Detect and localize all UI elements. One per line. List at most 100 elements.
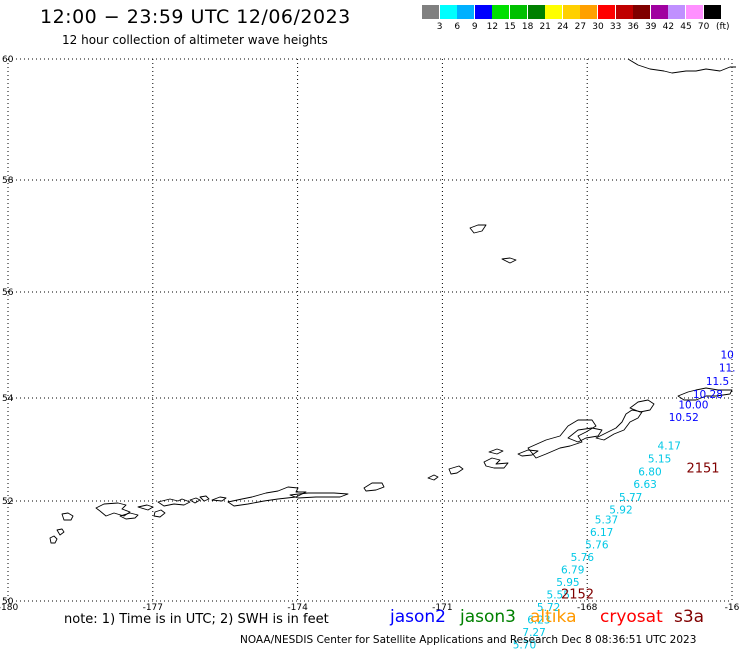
coastline-segment [595,409,643,441]
coastline-segment [469,224,487,234]
colorbar-swatch [474,5,492,19]
colorbar-label: 12 [486,22,499,32]
colorbar-swatch [615,5,633,19]
colorbar-swatch [650,5,668,19]
coastline-segment [627,58,736,74]
colorbar-label: 21 [539,22,551,32]
map-grid [7,58,733,602]
lon-tick-label: -16 [725,603,740,613]
lon-tick-label: -177 [143,603,163,613]
wave-height-value: 11.5 [706,376,729,388]
colorbar-unit: (ft) [716,22,730,32]
colorbar-label: 3 [436,22,443,32]
colorbar-label: 6 [454,22,461,32]
colorbar-label: 18 [521,22,534,32]
colorbar-label: 39 [645,22,657,32]
colorbar-swatch [510,5,527,19]
pass-time-label: 2151 [686,462,719,477]
colorbar-label: 36 [627,22,639,32]
colorbar-swatch [457,5,475,19]
coastline-segment [211,496,227,502]
lat-tick-label: 56 [2,288,14,298]
coastline-segment [189,497,201,504]
colorbar-label: 27 [574,22,587,32]
colorbar-label: 24 [557,22,569,32]
wave-height-value: 10.00 [678,399,708,411]
wave-height-value: 6.23 [527,615,550,627]
pass-time-label: 2152 [561,588,594,603]
wave-height-value: 5.76 [585,540,609,552]
footer-note: note: 1) Time is in UTC; 2) SWH is in fe… [64,612,329,627]
colorbar-label: 33 [609,22,622,32]
wave-height-value: 10.52 [669,412,699,424]
colorbar-swatch [439,5,457,19]
coastline-segment [448,465,464,475]
wave-height-value: 6.80 [638,466,661,478]
colorbar-swatch [633,5,651,19]
sat-legend-jason3: jason3 [460,607,516,627]
wave-height-value: 5.77 [619,492,642,504]
colorbar-label: 42 [662,22,675,32]
lon-tick-label: -168 [577,603,598,613]
wave-height-value: 5.76 [571,552,595,564]
coastline-segment [527,419,597,459]
coastline-segment [61,512,74,521]
colorbar-swatch [598,5,615,19]
lat-tick-label: 54 [2,394,14,404]
lat-tick-label: 52 [2,497,13,507]
wave-height-value: 4.17 [658,441,681,453]
wave-height-value: 6.63 [633,479,656,491]
coastline-segment [227,486,307,507]
coastline-segment [677,387,733,401]
wave-height-value: 5.92 [609,505,632,517]
wave-height-value: 6.79 [561,565,584,577]
colorbar-swatch [562,5,580,19]
wave-height-value: 10 [720,349,733,361]
coastline-segment [567,427,603,443]
colorbar-label: 15 [504,22,516,32]
wave-height-value: 5.37 [595,515,618,527]
colorbar-swatch [686,5,703,19]
coastline-segment [517,449,539,457]
colorbar-swatch [492,5,510,19]
coastline-segment [157,498,191,507]
wave-height-value: 5.55 [547,590,570,602]
coastline-segment [153,509,166,518]
coastline-segment [289,492,349,499]
wave-height-value: 5.95 [556,577,579,589]
coastline-segment [119,512,139,520]
wave-height-value: 5.15 [648,453,671,465]
sat-legend-cryosat: cryosat [600,607,663,627]
lon-tick-label: -174 [287,603,308,613]
colorbar-swatch [703,5,721,19]
coastline-segment [501,257,517,264]
colorbar-swatch [545,5,563,19]
colorbar-label: 45 [680,22,692,32]
axis-tick-labels: -180 -177 -174 -171 -168 -16 60 58 56 54 52 50 [0,55,740,613]
wave-height-value: 5.70 [513,640,536,650]
colorbar-label: 9 [471,22,478,32]
coastline-segment [427,474,439,481]
lat-tick-label: 60 [2,55,14,65]
colorbar-swatch [527,5,545,19]
wave-height-value: 5.72 [537,602,560,614]
coastline-segment [363,482,385,492]
coastline-segment [483,457,509,469]
colorbar-swatch [422,5,439,19]
colorbar-swatch [668,5,686,19]
sat-legend-s3a: s3a [674,607,705,627]
lat-tick-label: 58 [2,176,14,186]
coastline-segment [629,399,655,413]
sat-legend-altika: altika [530,607,577,627]
wave-height-value: 6.17 [590,527,613,539]
wave-height-value: 11. [719,363,736,375]
credit-line: NOAA/NESDIS Center for Satellite Applica… [240,634,697,646]
coastline-segment [488,448,504,455]
colorbar-label: 30 [592,22,604,32]
wave-height-value: 10.28 [693,389,723,401]
coastline-segment [49,535,58,544]
page-title: 12:00 − 23:59 UTC 12/06/2023 [40,6,351,28]
page-subtitle: 12 hour collection of altimeter wave hei… [62,33,328,47]
